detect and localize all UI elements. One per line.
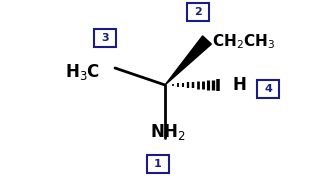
- Text: 3: 3: [101, 33, 109, 43]
- Polygon shape: [165, 36, 212, 85]
- FancyBboxPatch shape: [147, 155, 169, 173]
- FancyBboxPatch shape: [257, 80, 279, 98]
- FancyBboxPatch shape: [94, 29, 116, 47]
- Text: NH$_2$: NH$_2$: [150, 122, 186, 142]
- Text: H$_3$C: H$_3$C: [65, 62, 100, 82]
- Text: 2: 2: [194, 7, 202, 17]
- Text: 1: 1: [154, 159, 162, 169]
- Text: CH$_2$CH$_3$: CH$_2$CH$_3$: [212, 32, 275, 51]
- FancyBboxPatch shape: [187, 3, 209, 21]
- Text: 4: 4: [264, 84, 272, 94]
- Text: H: H: [232, 76, 246, 94]
